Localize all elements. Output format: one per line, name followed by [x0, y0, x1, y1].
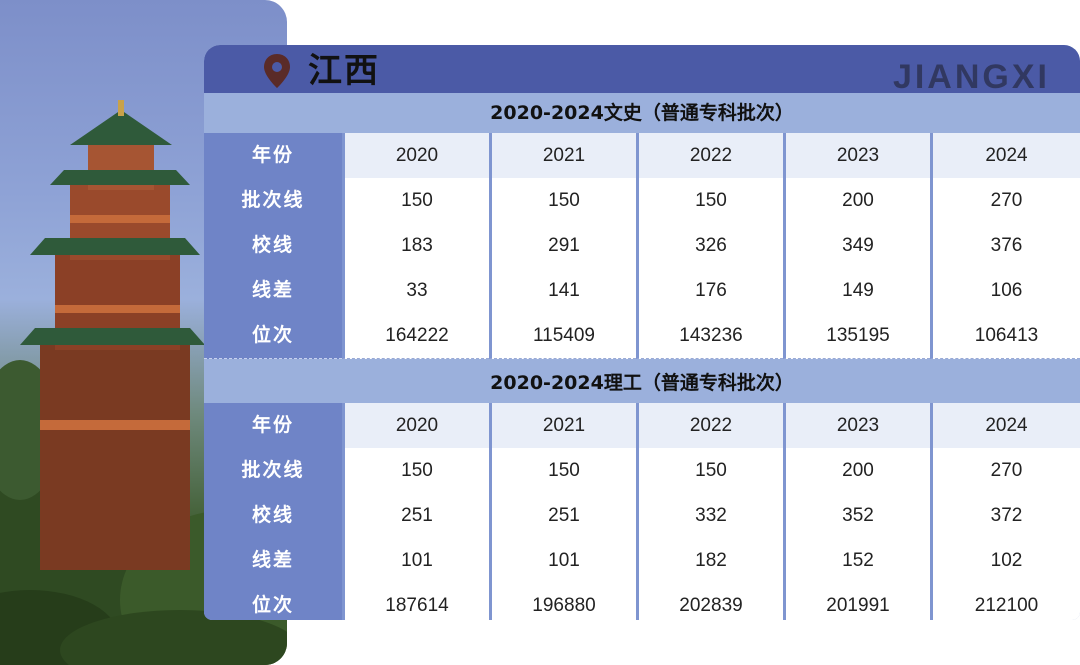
table-row: 线差 101 101 182 152 102 — [204, 538, 1080, 584]
row-label: 批次线 — [204, 448, 342, 494]
value-cell: 150 — [489, 178, 636, 224]
value-cell: 141 — [489, 268, 636, 314]
row-label: 年份 — [204, 133, 342, 179]
value-cell: 196880 — [489, 583, 636, 620]
year-cell: 2021 — [489, 403, 636, 449]
table-row: 批次线 150 150 150 200 270 — [204, 178, 1080, 224]
value-cell: 101 — [342, 538, 489, 584]
value-cell: 332 — [636, 493, 783, 539]
value-cell: 349 — [783, 223, 930, 269]
year-cell: 2023 — [783, 133, 930, 179]
value-cell: 200 — [783, 178, 930, 224]
value-cell: 183 — [342, 223, 489, 269]
value-cell: 201991 — [783, 583, 930, 620]
year-cell: 2020 — [342, 133, 489, 179]
location-pin-icon — [264, 54, 290, 88]
value-cell: 150 — [636, 448, 783, 494]
province-title: 江西 — [308, 51, 380, 91]
year-cell: 2024 — [930, 133, 1080, 179]
value-cell: 176 — [636, 268, 783, 314]
row-label: 校线 — [204, 223, 342, 269]
value-cell: 143236 — [636, 313, 783, 359]
card-header: 江西 JIANGXI — [204, 45, 1080, 96]
year-cell: 2022 — [636, 403, 783, 449]
value-cell: 33 — [342, 268, 489, 314]
table-row: 年份 2020 2021 2022 2023 2024 — [204, 133, 1080, 179]
value-cell: 187614 — [342, 583, 489, 620]
row-label: 线差 — [204, 268, 342, 314]
section-title-ligong: 2020-2024理工（普通专科批次） — [204, 363, 1080, 403]
value-cell: 115409 — [489, 313, 636, 359]
value-cell: 212100 — [930, 583, 1080, 620]
value-cell: 182 — [636, 538, 783, 584]
table-row: 线差 33 141 176 149 106 — [204, 268, 1080, 314]
value-cell: 291 — [489, 223, 636, 269]
table-row: 校线 183 291 326 349 376 — [204, 223, 1080, 269]
value-cell: 106413 — [930, 313, 1080, 359]
table-row: 位次 187614 196880 202839 201991 212100 — [204, 583, 1080, 620]
value-cell: 352 — [783, 493, 930, 539]
value-cell: 270 — [930, 178, 1080, 224]
value-cell: 251 — [342, 493, 489, 539]
value-cell: 150 — [342, 178, 489, 224]
year-cell: 2022 — [636, 133, 783, 179]
value-cell: 326 — [636, 223, 783, 269]
row-label: 线差 — [204, 538, 342, 584]
year-cell: 2021 — [489, 133, 636, 179]
value-cell: 202839 — [636, 583, 783, 620]
value-cell: 150 — [342, 448, 489, 494]
value-cell: 150 — [636, 178, 783, 224]
year-cell: 2020 — [342, 403, 489, 449]
value-cell: 164222 — [342, 313, 489, 359]
row-label: 年份 — [204, 403, 342, 449]
value-cell: 102 — [930, 538, 1080, 584]
table-row: 批次线 150 150 150 200 270 — [204, 448, 1080, 494]
row-label: 位次 — [204, 583, 342, 620]
value-cell: 251 — [489, 493, 636, 539]
value-cell: 149 — [783, 268, 930, 314]
value-cell: 200 — [783, 448, 930, 494]
admission-score-card: 江西 JIANGXI 2020-2024文史（普通专科批次） 年份 2020 202… — [204, 45, 1080, 620]
row-label: 批次线 — [204, 178, 342, 224]
value-cell: 135195 — [783, 313, 930, 359]
value-cell: 150 — [489, 448, 636, 494]
table-row: 校线 251 251 332 352 372 — [204, 493, 1080, 539]
watermark-text: JIANGXI — [892, 58, 1050, 96]
row-label: 位次 — [204, 313, 342, 359]
section-title-wenshi: 2020-2024文史（普通专科批次） — [204, 93, 1080, 133]
value-cell: 372 — [930, 493, 1080, 539]
year-cell: 2024 — [930, 403, 1080, 449]
table-row: 年份 2020 2021 2022 2023 2024 — [204, 403, 1080, 449]
row-label: 校线 — [204, 493, 342, 539]
value-cell: 376 — [930, 223, 1080, 269]
value-cell: 106 — [930, 268, 1080, 314]
table-row: 位次 164222 115409 143236 135195 106413 — [204, 313, 1080, 359]
value-cell: 270 — [930, 448, 1080, 494]
year-cell: 2023 — [783, 403, 930, 449]
value-cell: 152 — [783, 538, 930, 584]
value-cell: 101 — [489, 538, 636, 584]
